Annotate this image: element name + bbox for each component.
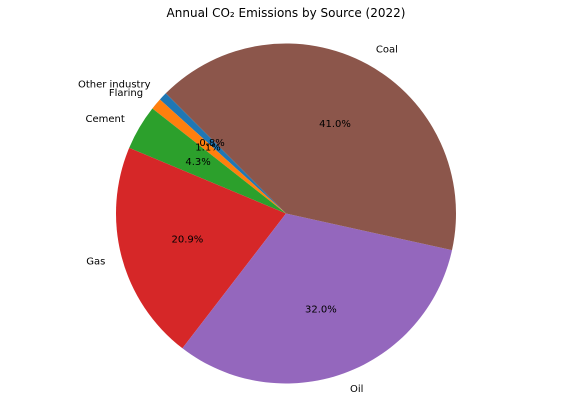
percent-labels: 0.8%1.1% 4.3% 20.9% 32.0% 41.0% (172, 119, 351, 315)
percent-label-flaring: 1.1% (195, 143, 220, 154)
pie-slices (115, 43, 457, 384)
percent-label-oil: 32.0% (305, 304, 337, 315)
pie-slice-gas (115, 147, 286, 349)
slice-label-cement: Cement (86, 114, 125, 125)
percent-label-coal: 41.0% (319, 119, 351, 130)
percent-label-gas: 20.9% (172, 235, 204, 246)
percent-label-cement: 4.3% (185, 157, 210, 168)
chart-title: Annual CO₂ Emissions by Source (2022) (167, 6, 406, 20)
pie-slice-cement (129, 108, 286, 214)
percent-label-other-industry: 0.8% (199, 138, 224, 149)
slice-label-oil: Oil (350, 384, 363, 395)
pie-slice-oil (182, 213, 453, 384)
pie-slice-other-industry (159, 93, 286, 214)
slice-label-coal: Coal (376, 45, 398, 56)
slice-label-flaring: Flaring (109, 88, 143, 99)
pie-slice-coal (165, 43, 457, 251)
slice-label-other-industry: Other industry (78, 80, 151, 91)
slice-label-gas: Gas (86, 257, 105, 268)
pie-slice-flaring (152, 99, 286, 214)
